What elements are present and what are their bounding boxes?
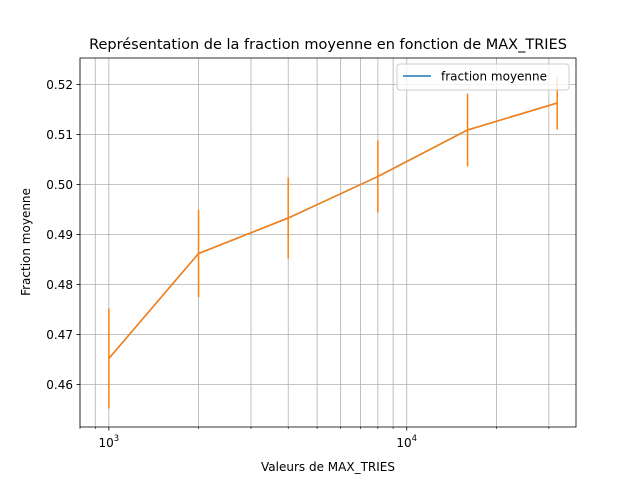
ticks: 0.46 0.47 0.48 0.49 0.50 0.51 0.52 103 104 [46, 78, 550, 450]
x-tick-label: 104 [396, 434, 417, 450]
y-axis-label: Fraction moyenne [19, 188, 33, 296]
chart-title: Représentation de la fraction moyenne en… [89, 37, 567, 53]
y-tick-label: 0.51 [46, 128, 73, 142]
y-tick-label: 0.47 [46, 328, 73, 342]
y-tick-label: 0.48 [46, 278, 73, 292]
error-bars [108, 76, 558, 409]
x-axis-label: Valeurs de MAX_TRIES [261, 460, 395, 474]
x-tick-label: 103 [99, 434, 120, 450]
legend-label-fraction-moyenne: fraction moyenne [441, 70, 547, 84]
error-bar-line [108, 102, 558, 359]
legend-box [396, 63, 570, 91]
y-tick-label: 0.49 [46, 228, 73, 242]
legend: fraction moyenne [396, 63, 570, 91]
plot-frame [79, 57, 577, 428]
y-tick-label: 0.52 [46, 78, 73, 92]
y-tick-label: 0.46 [46, 378, 73, 392]
y-tick-label: 0.50 [46, 178, 73, 192]
